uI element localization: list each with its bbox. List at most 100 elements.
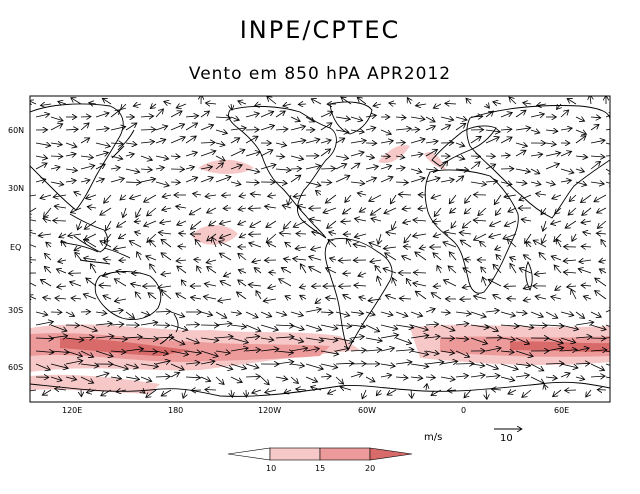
- wind-vector: [305, 309, 321, 312]
- wind-vector: [432, 221, 442, 222]
- wind-vector: [99, 285, 112, 286]
- wind-vector: [380, 324, 398, 329]
- wind-vector: [460, 240, 472, 248]
- wind-vector: [357, 193, 367, 195]
- wind-vector: [254, 104, 262, 106]
- wind-vector: [426, 384, 427, 391]
- wind-vector: [565, 390, 577, 391]
- wind-vector: [466, 98, 471, 105]
- wind-vector: [605, 337, 610, 339]
- wind-vector: [230, 182, 241, 185]
- wind-vector: [470, 325, 489, 328]
- wind-vector: [605, 128, 610, 131]
- wind-vector: [238, 101, 247, 104]
- wind-vector: [425, 149, 438, 157]
- wind-vector: [440, 125, 451, 131]
- wind-vector: [590, 140, 605, 143]
- wind-vector: [110, 178, 124, 182]
- wind-vector: [185, 123, 198, 131]
- wind-vector: [347, 239, 352, 248]
- wind-vector: [395, 362, 412, 364]
- wind-vector: [605, 350, 610, 353]
- wind-vector: [542, 233, 546, 244]
- wind-vector: [35, 312, 48, 315]
- wind-vector: [579, 260, 592, 262]
- wind-vector: [350, 130, 364, 132]
- wind-vector: [245, 113, 259, 117]
- wind-vector: [177, 266, 187, 274]
- wind-vector: [410, 335, 429, 338]
- wind-vector: [599, 260, 607, 262]
- wind-vector: [448, 266, 457, 274]
- wind-vector: [116, 390, 127, 392]
- wind-vector: [320, 168, 336, 169]
- wind-vector: [50, 363, 68, 368]
- wind-vector: [260, 111, 274, 118]
- wind-vector: [80, 138, 90, 144]
- wind-vector: [80, 364, 99, 366]
- wind-vector: [500, 113, 512, 118]
- wind-vector: [410, 130, 420, 131]
- wind-vector: [595, 291, 607, 300]
- wind-vectors: [30, 96, 610, 400]
- wind-vector: [565, 220, 577, 228]
- wind-vector: [80, 180, 90, 182]
- wind-vector: [575, 377, 585, 379]
- wind-vector: [395, 337, 412, 344]
- wind-vector: [455, 350, 470, 357]
- wind-vector: [575, 156, 588, 157]
- wind-vector: [155, 311, 171, 312]
- wind-vector: [65, 350, 82, 356]
- wind-vector: [245, 376, 261, 377]
- wind-vector: [395, 143, 405, 144]
- wind-vector: [250, 220, 262, 227]
- wind-vector: [84, 220, 97, 229]
- wind-vector: [395, 182, 408, 183]
- wind-vector: [490, 220, 502, 226]
- wind-vector: [335, 363, 354, 364]
- wind-vector: [507, 299, 517, 300]
- wind-vector: [185, 136, 196, 144]
- wind-vector: [316, 190, 322, 195]
- wind-vector: [440, 161, 448, 170]
- wind-vector: [545, 348, 564, 351]
- wind-vector: [350, 337, 364, 339]
- wind-vector: [35, 322, 53, 325]
- wind-vector: [95, 350, 113, 357]
- wind-vector: [260, 349, 279, 351]
- wind-vector: [485, 164, 496, 170]
- wind-vector: [555, 286, 562, 290]
- wind-vector: [279, 279, 292, 287]
- wind-vector: [50, 124, 63, 131]
- wind-vector: [176, 104, 187, 108]
- wind-vector: [431, 293, 442, 300]
- wind-vector: [140, 129, 156, 130]
- wind-vector: [35, 363, 50, 370]
- wind-vector: [197, 266, 201, 274]
- wind-vector: [515, 375, 529, 377]
- wind-vector: [581, 221, 592, 223]
- wind-vector: [245, 311, 258, 318]
- map-frame: [29, 95, 611, 403]
- wind-vector: [596, 233, 607, 234]
- wind-vector: [50, 156, 63, 157]
- wind-vector: [170, 324, 188, 330]
- wind-vector: [207, 207, 217, 213]
- wind-vector: [40, 104, 52, 106]
- wind-vector: [410, 377, 423, 378]
- wind-vector: [110, 310, 123, 312]
- wind-vector: [310, 219, 322, 221]
- wind-vector: [179, 233, 187, 234]
- wind-vector: [376, 389, 381, 396]
- wind-vector: [350, 350, 366, 351]
- wind-vector: [343, 207, 352, 214]
- wind-vector: [35, 351, 54, 353]
- wind-vector: [266, 233, 277, 243]
- wind-vector: [515, 110, 526, 118]
- wind-vector: [465, 194, 472, 203]
- wind-vector: [495, 207, 502, 215]
- legend-swatch-10-15: [269, 447, 321, 461]
- wind-vector: [84, 258, 97, 260]
- wind-vector: [55, 298, 67, 299]
- wind-vector: [443, 242, 457, 248]
